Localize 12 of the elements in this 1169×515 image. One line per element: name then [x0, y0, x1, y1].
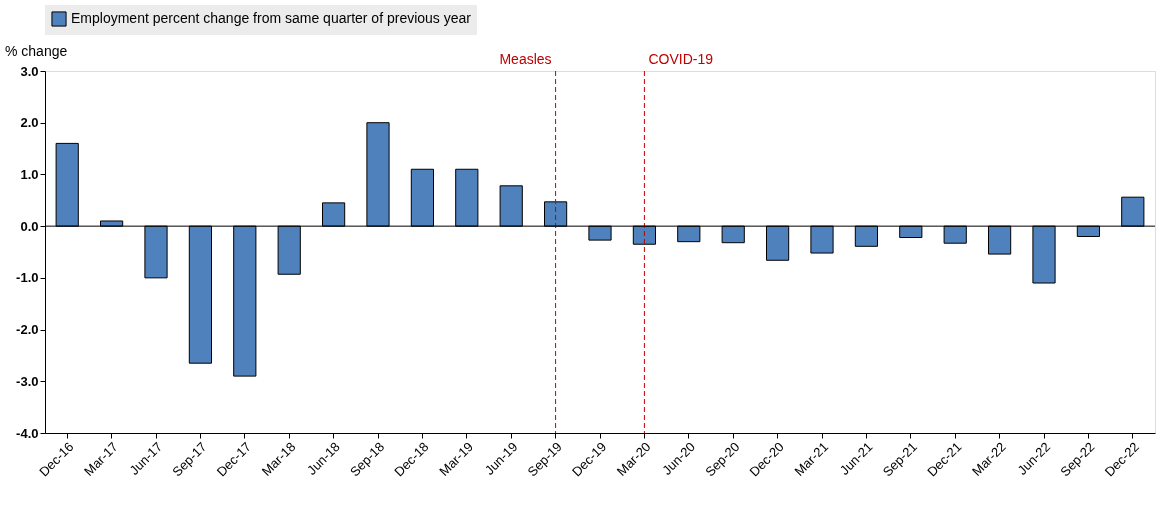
legend-label: Employment percent change from same quarter of previous year [71, 10, 472, 26]
y-tick-label: -3.0 [16, 373, 39, 389]
ref-line-label: Measles [499, 51, 552, 67]
y-tick-label: -1.0 [16, 270, 39, 286]
ref-line-label: COVID-19 [648, 51, 714, 67]
y-tick-label: -2.0 [16, 322, 39, 338]
y-tick-label: -4.0 [16, 425, 39, 441]
y-tick-label: 1.0 [20, 166, 39, 182]
y-tick-label: 2.0 [20, 115, 39, 131]
y-tick-label: 0.0 [20, 218, 39, 234]
y-axis-title: % change [5, 43, 68, 59]
y-tick-label: 3.0 [20, 63, 39, 79]
